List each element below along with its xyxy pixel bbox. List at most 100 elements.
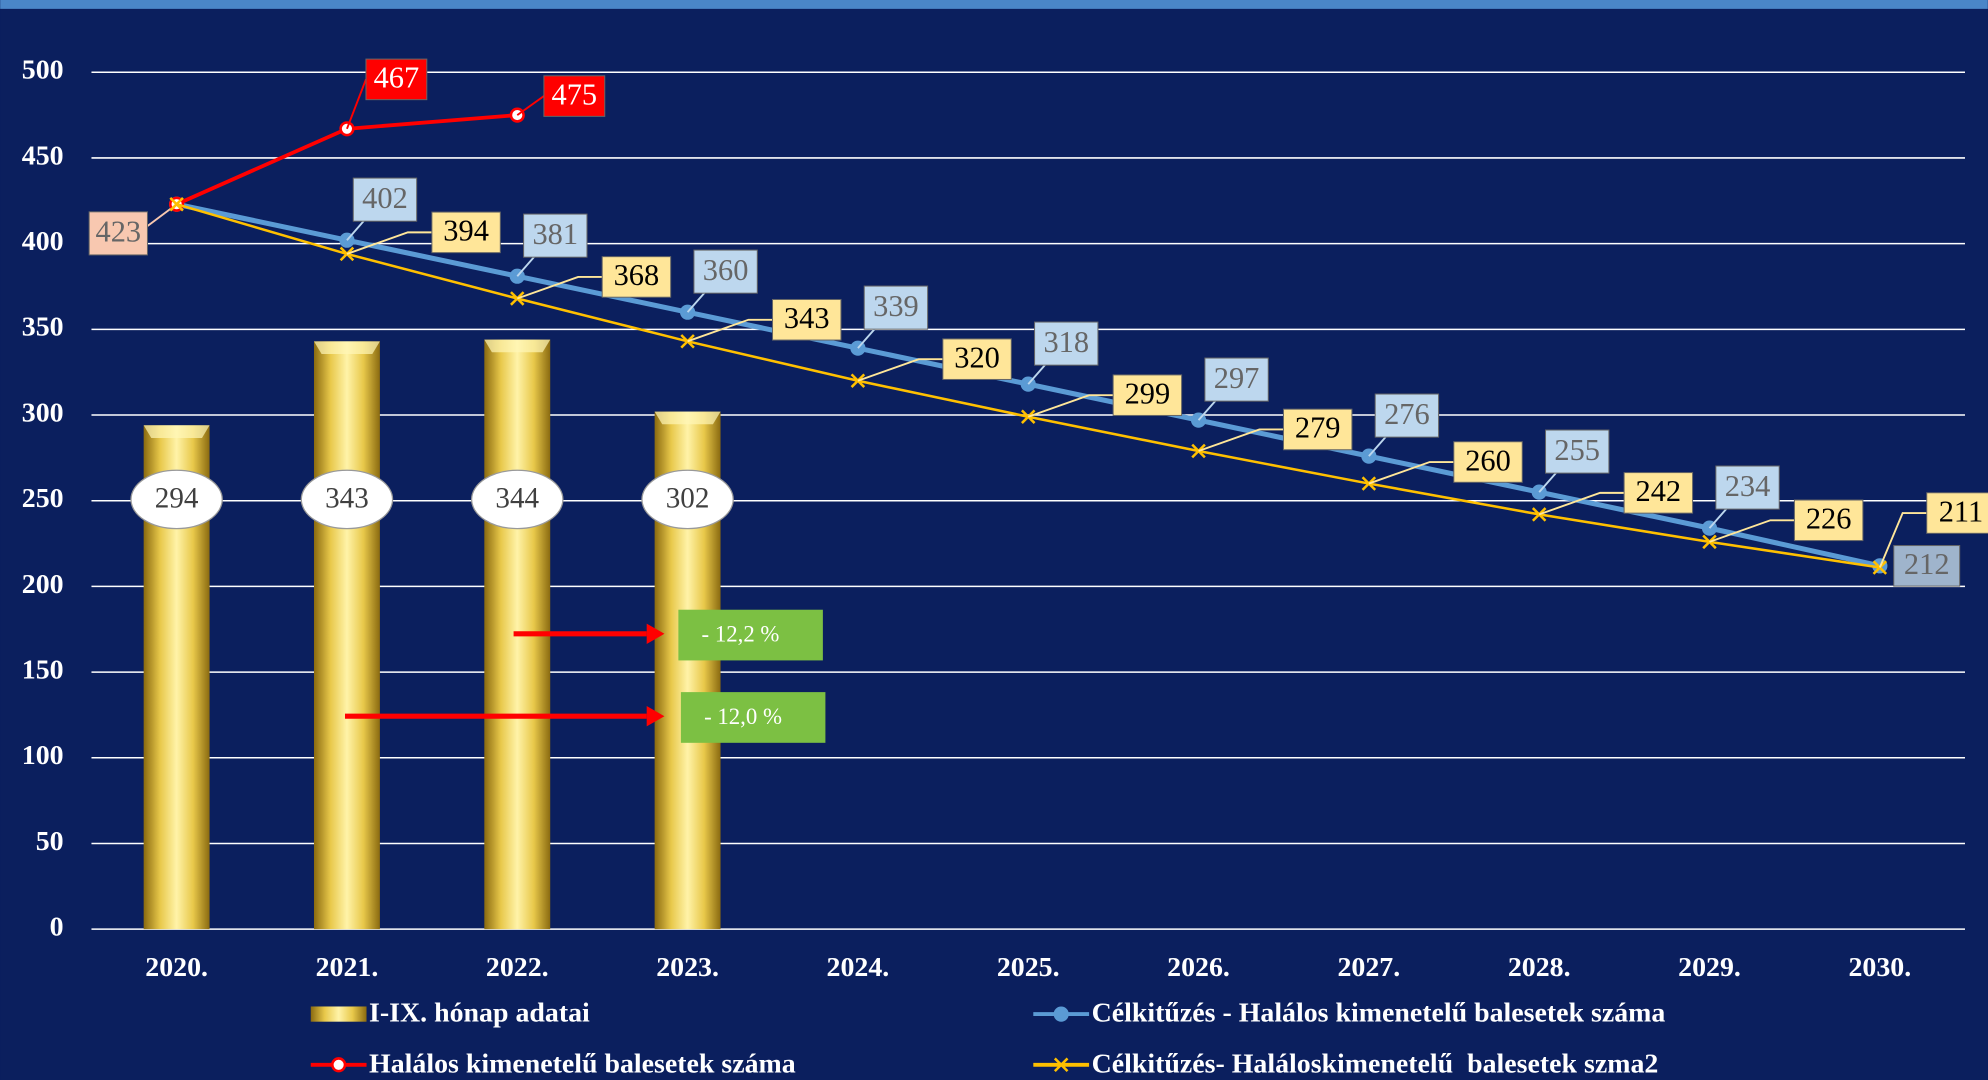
data-label-callout [1368, 435, 1388, 457]
y-tick-label: 50 [36, 826, 64, 857]
data-label-box [352, 177, 418, 222]
x-tick-label: 2022. [486, 952, 549, 983]
data-label-callout [857, 358, 943, 382]
data-label: 297 [1214, 361, 1260, 395]
y-tick-label: 200 [22, 569, 64, 600]
data-label-box [1034, 321, 1099, 366]
data-label-box [772, 298, 842, 341]
data-label-box [1453, 441, 1523, 483]
data-label: 234 [1725, 469, 1771, 503]
legend-label: Célkitűzés- Haláloskimenetelű balesetek … [1092, 1048, 1659, 1079]
data-label-callout [1197, 399, 1218, 421]
data-label-callout [1538, 471, 1558, 493]
bar-label-bg [130, 469, 223, 530]
data-label-box [1204, 357, 1269, 402]
marker [850, 373, 866, 388]
data-label-box [693, 249, 758, 294]
data-label: 467 [374, 61, 420, 95]
data-label: 368 [614, 258, 660, 292]
legend-marker [1053, 1006, 1069, 1022]
legend-label: Halálos kimenetelű balesetek száma [369, 1048, 796, 1079]
data-label: 339 [873, 289, 919, 323]
data-label: 381 [532, 217, 578, 251]
data-label-callout [1878, 512, 1927, 568]
legend-swatch [310, 1006, 367, 1022]
annotation-box [680, 692, 826, 743]
bar-label: 294 [155, 482, 199, 514]
data-label-box [88, 211, 148, 256]
data-label: 423 [96, 215, 142, 249]
data-label: 255 [1554, 433, 1600, 467]
x-tick-label: 2023. [656, 952, 719, 983]
data-label-callout [346, 231, 432, 255]
data-label: 318 [1043, 325, 1089, 359]
data-label-box [1715, 465, 1780, 510]
bar-label-bg [300, 469, 394, 530]
x-tick-label: 2030. [1848, 952, 1911, 983]
bar-label-bg [470, 469, 564, 530]
data-label: 211 [1939, 494, 1983, 528]
marker [169, 196, 184, 212]
data-label-box [1623, 472, 1694, 514]
x-tick-label: 2025. [997, 952, 1060, 983]
annotation-arrowhead [646, 623, 665, 644]
bar-label: 302 [666, 482, 710, 514]
data-label-callout [516, 255, 536, 277]
data-label-callout [516, 95, 545, 116]
data-label-callout [346, 79, 367, 130]
y-tick-label: 100 [22, 740, 64, 771]
y-tick-label: 0 [50, 912, 64, 943]
y-tick-label: 350 [22, 312, 64, 343]
data-label-callout [1708, 507, 1728, 529]
data-label-box [523, 213, 588, 258]
x-tick-label: 2021. [316, 952, 379, 983]
data-label-box [1793, 499, 1864, 542]
data-label-box [863, 285, 929, 330]
bar-top [654, 411, 721, 425]
data-label-box [1112, 374, 1183, 416]
data-label: 212 [1904, 547, 1950, 581]
bar-top [313, 341, 380, 354]
data-label: 299 [1125, 376, 1171, 410]
data-label: 260 [1465, 443, 1511, 477]
legend-marker [331, 1057, 347, 1073]
marker [1531, 507, 1547, 522]
bar [313, 341, 380, 930]
annotation-box [678, 609, 823, 661]
y-tick-label: 400 [22, 226, 64, 257]
data-label-box [601, 256, 672, 298]
data-label: 360 [703, 253, 749, 287]
data-label-callout [516, 275, 603, 300]
data-label-box [1545, 429, 1610, 474]
data-label-callout [1027, 363, 1047, 385]
data-label: 320 [954, 340, 1000, 374]
bar-label: 343 [325, 482, 369, 514]
data-label-callout [1538, 491, 1625, 516]
data-label: 242 [1636, 474, 1682, 508]
data-label-box [1926, 492, 1988, 534]
data-label-callout [687, 318, 773, 343]
bar-label: 344 [495, 482, 539, 514]
data-label-callout [1368, 461, 1454, 485]
data-label-box [365, 58, 428, 101]
data-label-box [1374, 393, 1440, 438]
bar-top [143, 425, 210, 438]
data-label-callout [1709, 519, 1795, 543]
x-tick-label: 2026. [1167, 952, 1230, 983]
annotation-arrowhead [646, 706, 665, 727]
data-label-box [1893, 545, 1961, 587]
data-label-callout [346, 219, 366, 241]
top-border [0, 0, 1988, 9]
data-label-callout [686, 291, 707, 313]
data-label: 226 [1806, 502, 1852, 536]
data-label-box [1282, 408, 1353, 451]
x-tick-label: 2024. [827, 952, 890, 983]
data-label: 394 [443, 214, 489, 248]
y-tick-label: 450 [22, 140, 64, 171]
y-tick-label: 500 [22, 55, 64, 86]
data-label-box [543, 75, 606, 117]
x-tick-label: 2020. [145, 952, 208, 983]
bar-top [484, 339, 551, 353]
